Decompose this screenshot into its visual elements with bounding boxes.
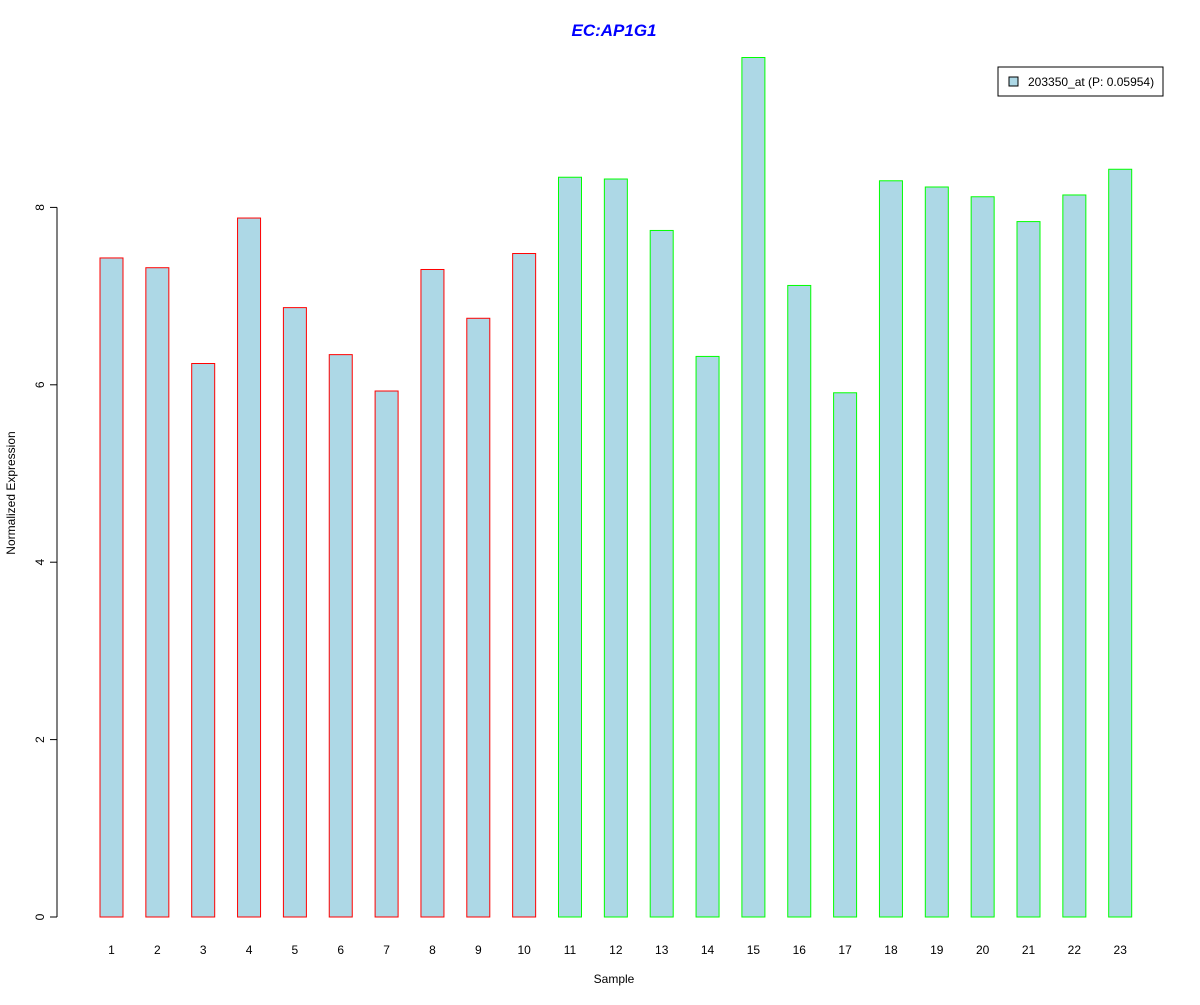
bar-sample-4 [237, 217, 262, 918]
bar-sample-23 [1108, 168, 1133, 918]
bar-sample-8 [420, 268, 445, 918]
bar-sample-2 [145, 267, 170, 918]
x-tick-label: 13 [655, 943, 669, 957]
bars-group [99, 57, 1133, 918]
x-tick-label: 7 [383, 943, 390, 957]
legend-label: 203350_at (P: 0.05954) [1028, 75, 1154, 89]
x-tick-label: 21 [1022, 943, 1036, 957]
x-tick-label: 16 [793, 943, 807, 957]
x-tick-labels: 1 2 3 4 5 6 7 8 9 10 11 12 13 14 15 16 17 18 19 20 21 22 23 [108, 943, 1127, 957]
bar-sample-1 [99, 257, 124, 918]
bar-sample-20 [970, 196, 995, 918]
bar-sample-10 [512, 253, 537, 918]
bar-sample-15 [741, 57, 766, 918]
x-tick-label: 2 [154, 943, 161, 957]
y-axis: 0 2 4 6 8 [33, 204, 58, 920]
x-tick-label: 14 [701, 943, 715, 957]
legend-swatch [1008, 76, 1019, 87]
y-tick-label: 6 [33, 381, 47, 388]
x-tick-label: 22 [1068, 943, 1082, 957]
x-axis-label: Sample [594, 972, 635, 986]
x-tick-label: 5 [292, 943, 299, 957]
bar-sample-13 [649, 229, 674, 918]
y-tick-label: 0 [33, 913, 47, 920]
x-tick-label: 20 [976, 943, 990, 957]
x-tick-label: 11 [564, 943, 577, 957]
y-tick-label: 4 [33, 559, 47, 566]
x-tick-label: 6 [337, 943, 344, 957]
bar-sample-21 [1016, 221, 1041, 918]
y-tick-label: 8 [33, 204, 47, 211]
x-tick-label: 1 [108, 943, 115, 957]
bar-sample-19 [924, 186, 949, 918]
legend-box [997, 66, 1164, 97]
x-tick-label: 3 [200, 943, 207, 957]
x-tick-label: 8 [429, 943, 436, 957]
bar-sample-5 [282, 307, 307, 918]
bar-sample-12 [603, 178, 628, 918]
x-tick-label: 15 [747, 943, 761, 957]
bar-sample-6 [328, 354, 353, 918]
bar-sample-16 [787, 284, 812, 918]
x-tick-label: 23 [1114, 943, 1128, 957]
x-tick-label: 4 [246, 943, 253, 957]
x-tick-label: 19 [930, 943, 944, 957]
x-tick-label: 17 [838, 943, 852, 957]
x-tick-label: 18 [884, 943, 898, 957]
bar-sample-9 [466, 317, 491, 918]
x-tick-label: 9 [475, 943, 482, 957]
bar-sample-7 [374, 390, 399, 918]
bar-sample-17 [833, 392, 858, 918]
legend: 203350_at (P: 0.05954) [997, 66, 1164, 97]
y-axis-label: Normalized Expression [4, 431, 18, 554]
x-tick-label: 10 [517, 943, 531, 957]
bar-sample-11 [558, 176, 582, 918]
y-tick-label: 2 [33, 736, 47, 743]
bar-sample-3 [191, 363, 216, 918]
bar-sample-18 [878, 180, 903, 918]
bar-sample-22 [1062, 194, 1087, 918]
x-tick-label: 12 [609, 943, 623, 957]
chart-title: EC:AP1G1 [571, 21, 656, 40]
bar-sample-14 [695, 355, 720, 918]
